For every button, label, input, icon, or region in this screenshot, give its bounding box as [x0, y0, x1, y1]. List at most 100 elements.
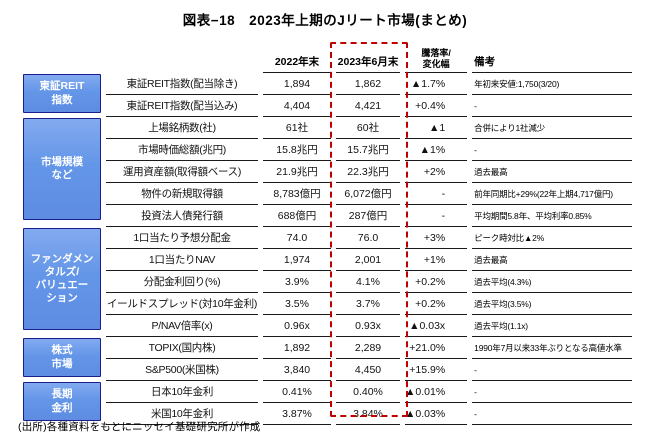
item-label: 上場銘柄数(社): [106, 117, 258, 139]
item-label: イールドスプレッド(対10年金利): [106, 293, 258, 315]
group-cell-long-term-rates: 長期 金利: [23, 381, 101, 425]
change-value: ▲1.7%: [405, 73, 468, 95]
table-row: ファンダメン タルズ/ バリュエー ション 1口当たり予想分配金 74.0 76…: [23, 227, 633, 330]
value-2023: 4,450: [336, 359, 400, 381]
value-2022: 15.8兆円: [263, 139, 331, 161]
value-2022: 1,974: [263, 249, 331, 271]
item-label: 投資法人債発行額: [106, 205, 258, 227]
item-label: 1口当たりNAV: [106, 249, 258, 271]
value-2023: 4,421: [336, 95, 400, 117]
table-row: 市場時価総額(兆円) 15.8兆円 15.7兆円 ▲1% -: [23, 139, 633, 161]
value-2023: 76.0: [336, 227, 400, 249]
change-value: +0.2%: [405, 293, 468, 315]
header-group: [23, 42, 101, 73]
header-row: 2022年末 2023年6月末 騰落率/ 変化幅 備考: [23, 42, 633, 73]
remark: 1990年7月以来33年ぶりとなる高値水準: [472, 337, 633, 359]
table-row: イールドスプレッド(対10年金利) 3.5% 3.7% +0.2% 過去平均(3…: [23, 293, 633, 315]
change-value: ▲0.03x: [405, 315, 468, 337]
change-value: ▲1%: [405, 139, 468, 161]
item-label: 市場時価総額(兆円): [106, 139, 258, 161]
value-2022: 4,404: [263, 95, 331, 117]
value-2023: 0.93x: [336, 315, 400, 337]
value-2023: 4.1%: [336, 271, 400, 293]
remark: 合併により1社減少: [472, 117, 633, 139]
item-label: S&P500(米国株): [106, 359, 258, 381]
header-2022: 2022年末: [263, 42, 331, 73]
change-value: +3%: [405, 227, 468, 249]
item-label: 日本10年金利: [106, 381, 258, 403]
group-label-stock-market: 株式 市場: [23, 338, 101, 377]
group-cell-stock-market: 株式 市場: [23, 337, 101, 381]
item-label: 東証REIT指数(配当込み): [106, 95, 258, 117]
value-2023: 0.40%: [336, 381, 400, 403]
remark: ピーク時対比▲2%: [472, 227, 633, 249]
change-value: +0.4%: [405, 95, 468, 117]
change-value: +1%: [405, 249, 468, 271]
remark: -: [472, 381, 633, 403]
table-row: 東証REIT 指数 東証REIT指数(配当除き) 1,894 1,862 ▲1.…: [23, 73, 633, 113]
remark: 過去平均(3.5%): [472, 293, 633, 315]
value-2023: 287億円: [336, 205, 400, 227]
remark: 過去最高: [472, 161, 633, 183]
table-row: 市場規模 など 上場銘柄数(社) 61社 60社 ▲1 合併により1社減少: [23, 117, 633, 220]
value-2022: 3.5%: [263, 293, 331, 315]
change-value: -: [405, 205, 468, 227]
value-2022: 61社: [263, 117, 331, 139]
figure-title: 図表−18 2023年上期のJリート市場(まとめ): [182, 13, 468, 28]
change-value: -: [405, 183, 468, 205]
item-label: 運用資産額(取得額ベース): [106, 161, 258, 183]
remark: -: [472, 95, 633, 117]
table-row: P/NAV倍率(x) 0.96x 0.93x ▲0.03x 過去平均(1.1x): [23, 315, 633, 337]
remark: -: [472, 403, 633, 425]
item-label: 分配金利回り(%): [106, 271, 258, 293]
value-2022: 3.87%: [263, 403, 331, 425]
remark: 過去最高: [472, 249, 633, 271]
change-value: +0.2%: [405, 271, 468, 293]
table-row: 運用資産額(取得額ベース) 21.9兆円 22.3兆円 +2% 過去最高: [23, 161, 633, 183]
value-2022: 1,892: [263, 337, 331, 359]
group-label-long-term-rates: 長期 金利: [23, 382, 101, 421]
change-value: +2%: [405, 161, 468, 183]
item-label: P/NAV倍率(x): [106, 315, 258, 337]
table-row: 長期 金利 日本10年金利 0.41% 0.40% ▲0.01% -: [23, 381, 633, 421]
change-value: ▲0.03%: [405, 403, 468, 425]
table-row: 物件の新規取得額 8,783億円 6,072億円 - 前年同期比+29%(22年…: [23, 183, 633, 205]
value-2022: 3,840: [263, 359, 331, 381]
value-2023: 3.84%: [336, 403, 400, 425]
remark: 年初来安値:1,750(3/20): [472, 73, 633, 95]
group-cell-tse-reit-index: 東証REIT 指数: [23, 73, 101, 117]
group-cell-fundamentals-valuation: ファンダメン タルズ/ バリュエー ション: [23, 227, 101, 337]
item-label: 東証REIT指数(配当除き): [106, 73, 258, 95]
change-value: ▲1: [405, 117, 468, 139]
item-label: 1口当たり予想分配金: [106, 227, 258, 249]
value-2023: 3.7%: [336, 293, 400, 315]
remark: 前年同期比+29%(22年上期4,717億円): [472, 183, 633, 205]
change-value: +21.0%: [405, 337, 468, 359]
source-note: (出所)各種資料をもとにニッセイ基礎研究所が作成: [18, 421, 261, 433]
change-value: ▲0.01%: [405, 381, 468, 403]
remark: 平均期間5.8年、平均利率0.85%: [472, 205, 633, 227]
table-row: 投資法人債発行額 688億円 287億円 - 平均期間5.8年、平均利率0.85…: [23, 205, 633, 227]
value-2023: 2,289: [336, 337, 400, 359]
value-2023: 15.7兆円: [336, 139, 400, 161]
value-2023: 60社: [336, 117, 400, 139]
header-remarks: 備考: [472, 42, 633, 73]
remark: 過去平均(4.3%): [472, 271, 633, 293]
group-label-fundamentals-valuation: ファンダメン タルズ/ バリュエー ション: [23, 228, 101, 330]
remark: -: [472, 139, 633, 161]
table-row: 東証REIT指数(配当込み) 4,404 4,421 +0.4% -: [23, 95, 633, 117]
value-2022: 688億円: [263, 205, 331, 227]
value-2022: 0.41%: [263, 381, 331, 403]
value-2022: 74.0: [263, 227, 331, 249]
value-2022: 8,783億円: [263, 183, 331, 205]
header-2023: 2023年6月末: [336, 42, 400, 73]
table-row: S&P500(米国株) 3,840 4,450 +15.9% -: [23, 359, 633, 381]
value-2023: 6,072億円: [336, 183, 400, 205]
item-label: TOPIX(国内株): [106, 337, 258, 359]
value-2023: 22.3兆円: [336, 161, 400, 183]
value-2023: 1,862: [336, 73, 400, 95]
value-2022: 0.96x: [263, 315, 331, 337]
group-label-tse-reit-index: 東証REIT 指数: [23, 74, 101, 113]
table-row: 株式 市場 TOPIX(国内株) 1,892 2,289 +21.0% 1990…: [23, 337, 633, 377]
value-2022: 1,894: [263, 73, 331, 95]
